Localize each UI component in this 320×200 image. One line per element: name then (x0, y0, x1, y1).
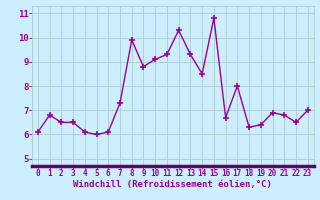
X-axis label: Windchill (Refroidissement éolien,°C): Windchill (Refroidissement éolien,°C) (73, 180, 272, 189)
